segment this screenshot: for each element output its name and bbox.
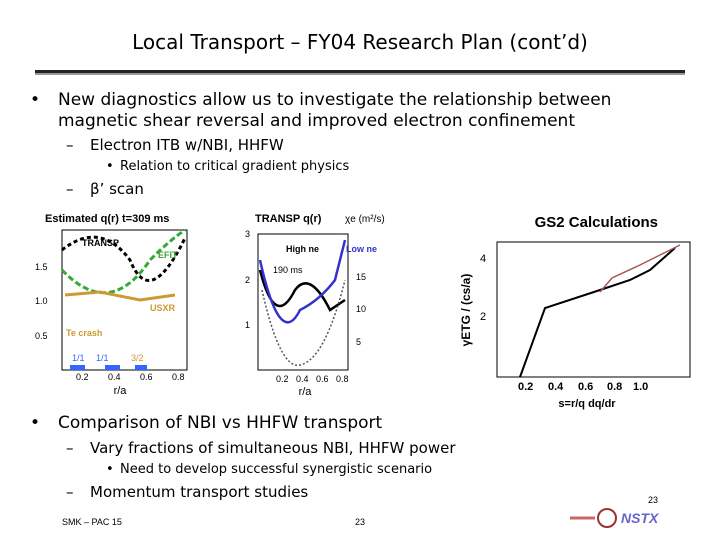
curve: [519, 247, 676, 378]
y-tick-label: 2: [245, 275, 250, 285]
curve: [261, 279, 346, 366]
x-tick-label: 0.4: [108, 372, 121, 382]
label: 3/2: [131, 353, 144, 363]
figure-title: GS2 Calculations: [535, 214, 658, 231]
x-tick-label: 0.8: [172, 372, 185, 382]
y-tick-label: 4: [480, 253, 486, 265]
x-tick-label: 1.0: [633, 381, 648, 393]
y-tick-label: 1: [245, 320, 250, 330]
page-number: 23: [648, 495, 659, 505]
sub-sub-bullet: Need to develop successful synergistic s…: [120, 462, 433, 477]
x-axis-label: r/a: [299, 386, 313, 398]
bullet: Comparison of NBI vs HHFW transport: [58, 413, 383, 433]
y2-tick-label: 5: [356, 337, 361, 347]
label: Te crash: [66, 328, 102, 338]
sub-bullet: Electron ITB w/NBI, HHFW: [90, 136, 284, 154]
y-tick-label: 1.0: [35, 296, 48, 306]
x-tick-label: 0.8: [607, 381, 622, 393]
bullet-marker: •: [30, 90, 41, 110]
x-axis-label: r/a: [114, 385, 128, 397]
sub-bullet: β’ scan: [90, 180, 144, 198]
label: EFIT: [158, 250, 178, 260]
x-tick-label: 0.4: [296, 374, 309, 384]
y2-tick-label: 15: [356, 272, 366, 282]
marker: [70, 365, 85, 370]
y-tick-label: 3: [245, 229, 250, 239]
logo: NSTX: [570, 508, 660, 528]
logo-text: NSTX: [621, 510, 660, 526]
plot-frame: [61, 229, 188, 371]
x-tick-label: 0.2: [76, 372, 89, 382]
label: Low ne: [346, 244, 377, 254]
slide-title: Local Transport – FY04 Research Plan (co…: [132, 30, 588, 54]
dash-marker: –: [66, 136, 74, 154]
dash-marker: –: [66, 483, 74, 501]
axis-title: χe (m²/s): [345, 214, 385, 225]
curve: [599, 244, 681, 293]
y-tick-label: 1.5: [35, 262, 48, 272]
y-axis-label: γETG / (cs/a): [459, 274, 473, 347]
label: 1/1: [72, 353, 85, 363]
dash-marker: –: [66, 180, 74, 198]
dash-marker: –: [66, 439, 74, 457]
marker: [105, 365, 120, 370]
bullet-marker: •: [30, 413, 41, 433]
footer-left: SMK – PAC 15: [62, 517, 122, 527]
figure-title: Estimated q(r) t=309 ms: [45, 213, 169, 225]
usxr-curve: [64, 290, 176, 302]
sub-bullet: Vary fractions of simultaneous NBI, HHFW…: [90, 439, 456, 457]
bullet-marker: •: [106, 462, 114, 477]
plot-frame: [257, 233, 349, 371]
x-tick-label: 0.6: [316, 374, 329, 384]
label: 190 ms: [273, 265, 303, 275]
x-tick-label: 0.2: [518, 381, 533, 393]
x-tick-label: 0.6: [140, 372, 153, 382]
plot-frame: [496, 241, 691, 378]
efit-curve: [60, 228, 186, 295]
x-tick-label: 0.2: [276, 374, 289, 384]
title-rule: [35, 70, 685, 73]
figure-title: TRANSP q(r): [255, 213, 322, 225]
label: 1/1: [96, 353, 109, 363]
y-tick-label: 2: [480, 311, 486, 323]
label: High ne: [286, 244, 319, 254]
sub-sub-bullet: Relation to critical gradient physics: [120, 159, 350, 174]
y2-tick-label: 10: [356, 304, 366, 314]
curve: [258, 239, 347, 324]
y-tick-label: 0.5: [35, 331, 48, 341]
figures: Estimated q(r) t=309 ms TRANSP EFIT USXR…: [35, 213, 691, 410]
sub-bullet: Momentum transport studies: [90, 483, 309, 501]
x-tick-label: 0.6: [578, 381, 593, 393]
x-axis-label: s=r/q dq/dr: [558, 398, 616, 410]
marker: [135, 365, 147, 370]
label: USXR: [150, 303, 176, 313]
bullet: New diagnostics allow us to investigate …: [58, 90, 612, 131]
bullet-marker: •: [106, 159, 114, 174]
x-tick-label: 0.8: [336, 374, 349, 384]
footer-center: 23: [355, 517, 366, 527]
transp-curve: [61, 235, 187, 282]
x-tick-label: 0.4: [548, 381, 564, 393]
label: TRANSP: [82, 238, 119, 248]
